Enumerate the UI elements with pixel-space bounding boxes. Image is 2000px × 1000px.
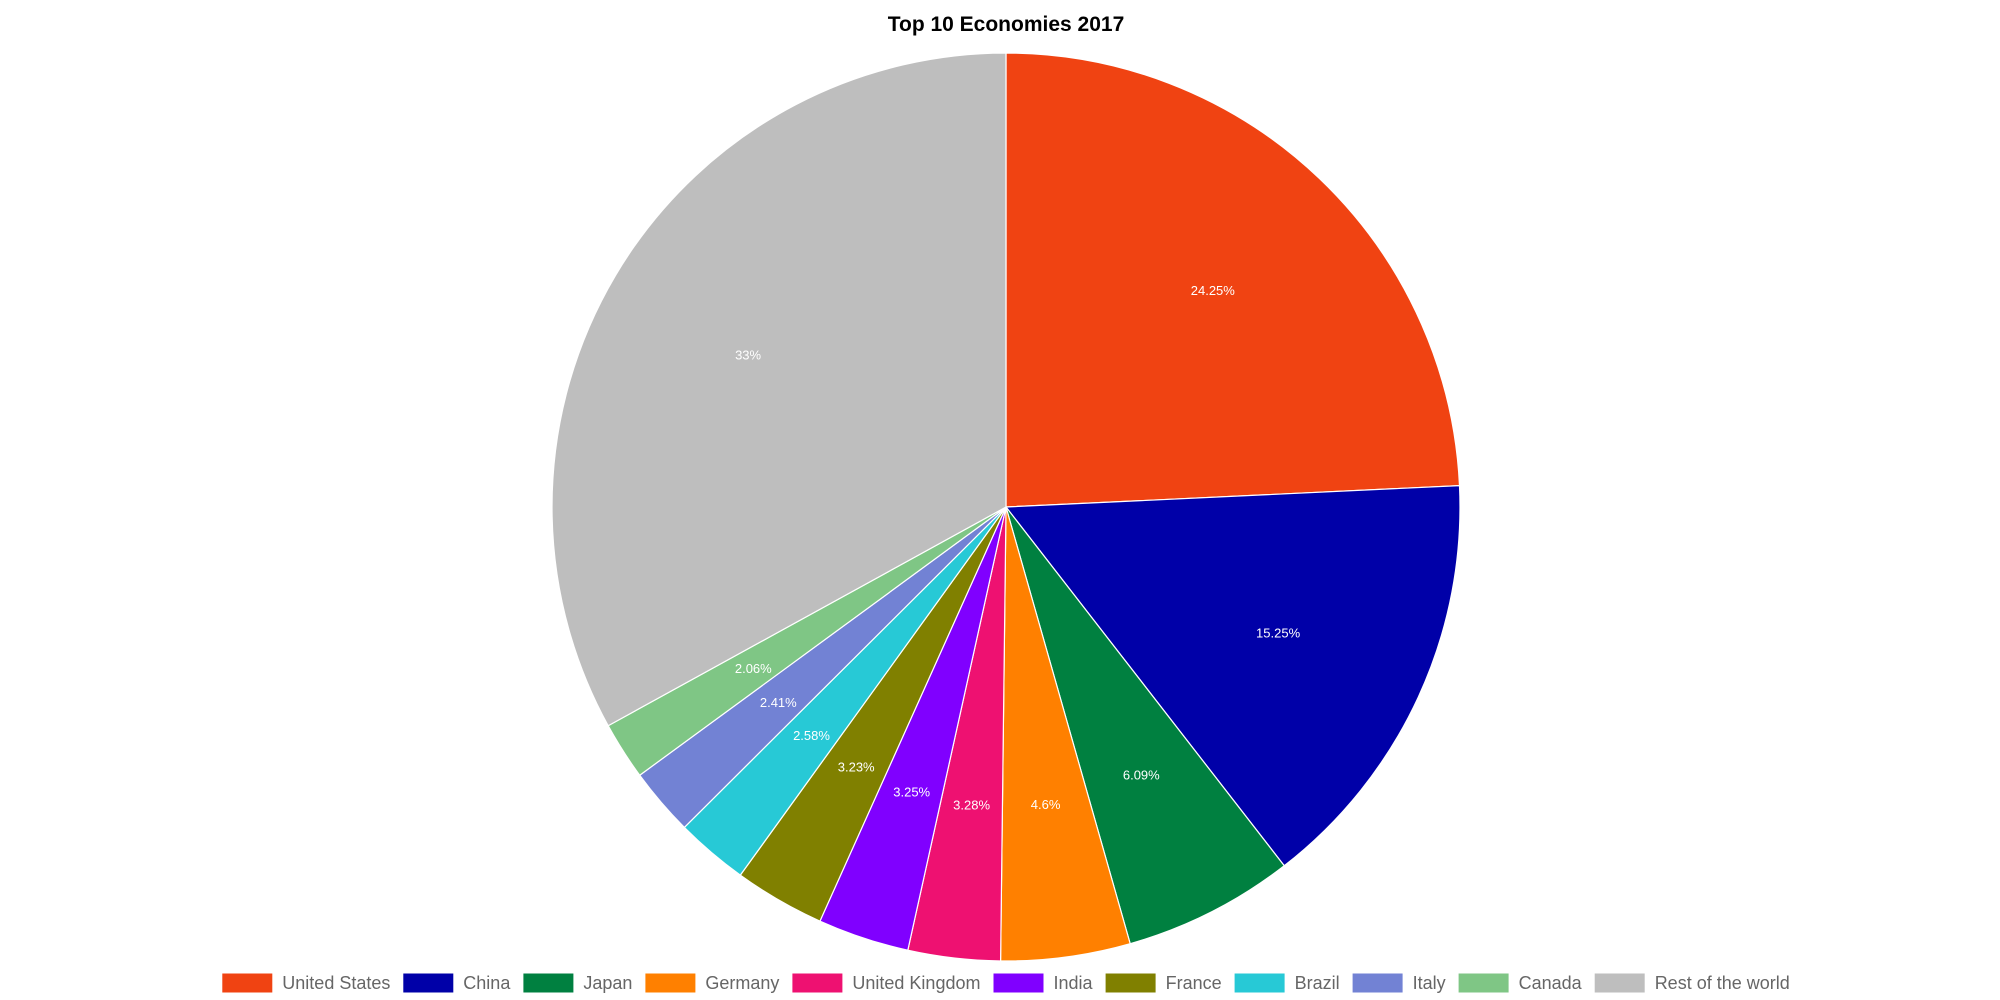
legend-swatch-france <box>1105 973 1156 993</box>
legend-label-canada: Canada <box>1519 973 1583 993</box>
legend-label-france: France <box>1166 973 1222 993</box>
legend-item-canada[interactable]: Canada <box>1458 973 1583 993</box>
slice-label-india: 3.25% <box>893 784 930 799</box>
legend-label-united-kingdom: United Kingdom <box>852 973 980 993</box>
legend-item-india[interactable]: India <box>993 973 1094 993</box>
legend-label-china: China <box>463 973 511 993</box>
legend-item-japan[interactable]: Japan <box>523 973 632 993</box>
legend-swatch-india <box>993 973 1044 993</box>
legend-item-china[interactable]: China <box>403 973 511 993</box>
slice-label-japan: 6.09% <box>1123 767 1160 782</box>
chart-title: Top 10 Economies 2017 <box>888 13 1125 36</box>
legend-swatch-brazil <box>1234 973 1285 993</box>
legend-item-italy[interactable]: Italy <box>1352 973 1446 993</box>
legend-swatch-united-kingdom <box>792 973 843 993</box>
slice-united-states[interactable] <box>1005 52 1461 508</box>
slice-label-united-states: 24.25% <box>1191 283 1236 298</box>
legend-label-rest-of-the-world: Rest of the world <box>1655 973 1790 993</box>
legend: United States China Japan Germany United Kin… <box>222 973 1790 993</box>
legend-label-italy: Italy <box>1413 973 1446 993</box>
legend-swatch-italy <box>1352 973 1403 993</box>
legend-swatch-united-states <box>222 973 273 993</box>
slice-rest-of-the-world[interactable] <box>551 52 1007 727</box>
legend-item-france[interactable]: France <box>1105 973 1222 993</box>
slice-labels: 24.25% 15.25% 6.09% 4.6% 3.28% 3.25% 3.23% 2.58… <box>735 283 1301 813</box>
slice-label-rest-of-the-world: 33% <box>735 348 761 363</box>
legend-item-united-states[interactable]: United States <box>222 973 390 993</box>
legend-label-india: India <box>1054 973 1094 993</box>
legend-item-rest-of-the-world[interactable]: Rest of the world <box>1594 973 1790 993</box>
slice-label-united-kingdom: 3.28% <box>953 798 990 813</box>
legend-label-united-states: United States <box>282 973 390 993</box>
legend-item-brazil[interactable]: Brazil <box>1234 973 1340 993</box>
slice-japan[interactable] <box>1005 506 1286 945</box>
legend-label-germany: Germany <box>705 973 779 993</box>
slice-label-italy: 2.41% <box>760 695 797 710</box>
legend-swatch-canada <box>1458 973 1509 993</box>
slice-china[interactable] <box>1004 484 1461 867</box>
legend-item-united-kingdom[interactable]: United Kingdom <box>792 973 980 993</box>
slice-label-canada: 2.06% <box>735 661 772 676</box>
slice-label-germany: 4.6% <box>1031 797 1061 812</box>
legend-label-brazil: Brazil <box>1295 973 1340 993</box>
legend-swatch-japan <box>523 973 574 993</box>
slice-label-brazil: 2.58% <box>793 728 830 743</box>
legend-item-germany[interactable]: Germany <box>645 973 779 993</box>
slice-label-france: 3.23% <box>838 760 875 775</box>
legend-swatch-germany <box>645 973 696 993</box>
slice-label-china: 15.25% <box>1256 625 1301 640</box>
legend-swatch-china <box>403 973 454 993</box>
legend-swatch-rest-of-the-world <box>1594 973 1645 993</box>
legend-label-japan: Japan <box>583 973 632 993</box>
pie-slices <box>551 52 1461 962</box>
